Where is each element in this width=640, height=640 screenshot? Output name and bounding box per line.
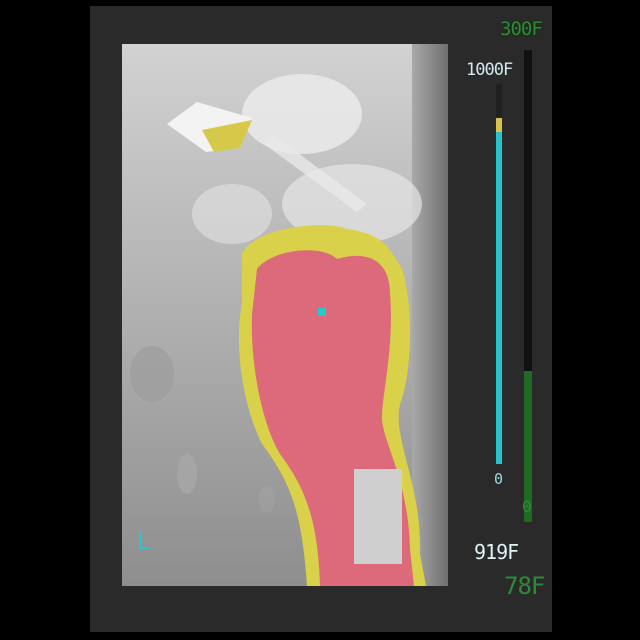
background-object bbox=[259, 485, 275, 513]
outer-scale-min-label: 0 bbox=[522, 497, 532, 516]
smoke-haze bbox=[242, 74, 362, 154]
cool-window bbox=[354, 469, 402, 564]
mode-indicator: L bbox=[137, 530, 150, 555]
background-object bbox=[177, 454, 197, 494]
heat-streak bbox=[264, 134, 367, 212]
smoke-haze bbox=[192, 184, 272, 244]
outer-scale-max-label: 300F bbox=[500, 18, 543, 40]
wall-edge bbox=[412, 44, 448, 586]
background-object bbox=[130, 346, 174, 402]
inner-scale-min-label: 0 bbox=[494, 470, 503, 488]
inner-temp-scale-cap bbox=[496, 118, 502, 132]
outer-temp-scale-fill bbox=[524, 371, 532, 522]
inner-scale-max-label: 1000F bbox=[466, 60, 513, 80]
spot-temperature-readout: 919F bbox=[474, 540, 519, 564]
reticle-marker bbox=[318, 308, 326, 316]
hot-debris-core bbox=[202, 120, 252, 152]
thermal-image bbox=[122, 44, 448, 586]
outer-temp-scale bbox=[524, 50, 532, 522]
inner-temp-scale-fill bbox=[496, 118, 502, 464]
ambient-temperature-readout: 78F bbox=[504, 572, 545, 600]
